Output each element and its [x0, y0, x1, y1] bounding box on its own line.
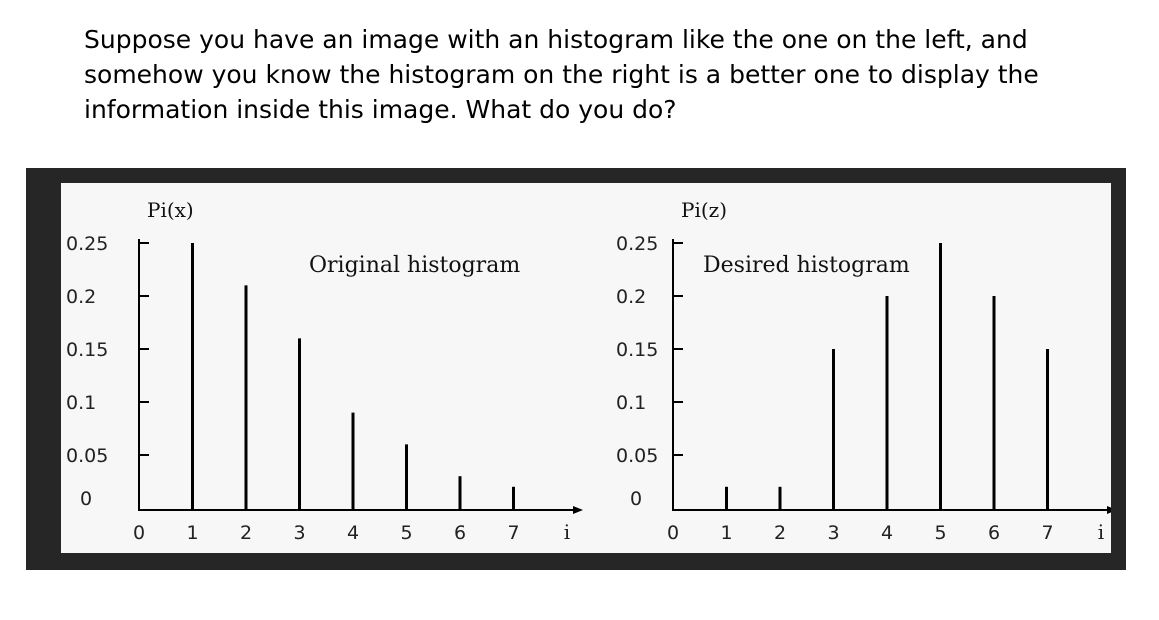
x-axis-label: i — [1098, 520, 1104, 544]
x-tick-label: 0 — [133, 522, 145, 544]
y-tick-label: 0.25 — [66, 233, 108, 255]
question-line: Suppose you have an image with an histog… — [84, 25, 1028, 54]
y-tick-label: 0.15 — [616, 339, 658, 361]
y-tick-label: 0.2 — [616, 286, 646, 308]
x-tick-label: 6 — [988, 522, 1000, 544]
y-tick-label: 0.1 — [66, 392, 96, 414]
x-tick-label: 5 — [400, 522, 412, 544]
y-axis-label: Pi(x) — [147, 198, 194, 222]
question-text: Suppose you have an image with an histog… — [84, 22, 1084, 127]
x-axis-arrow — [1107, 506, 1117, 514]
x-axis-arrow — [573, 506, 583, 514]
y-tick-label: 0.05 — [616, 445, 658, 467]
y-tick-label: 0 — [630, 488, 642, 510]
y-tick-label: 0.2 — [66, 286, 96, 308]
y-tick-label: 0.1 — [616, 392, 646, 414]
y-tick-label: 0 — [80, 488, 92, 510]
x-tick-label: 7 — [1041, 522, 1053, 544]
x-tick-label: 1 — [186, 522, 198, 544]
y-tick-label: 0.25 — [616, 233, 658, 255]
question-line: information inside this image. What do y… — [84, 95, 677, 124]
x-tick-label: 5 — [934, 522, 946, 544]
x-tick-label: 3 — [293, 522, 305, 544]
x-tick-label: 4 — [881, 522, 893, 544]
x-tick-label: 2 — [774, 522, 786, 544]
figure-panel: 0 0.05 0.1 0.15 0.2 0.25 Pi(x) Original histogr… — [61, 183, 1117, 553]
y-tick-label: 0.05 — [66, 445, 108, 467]
y-tick-label: 0.15 — [66, 339, 108, 361]
x-tick-label: 2 — [240, 522, 252, 544]
x-tick-label: 1 — [720, 522, 732, 544]
x-tick-label: 0 — [667, 522, 679, 544]
chart-title: Original histogram — [309, 253, 520, 278]
question-line: somehow you know the histogram on the ri… — [84, 60, 1039, 89]
chart-title: Desired histogram — [703, 253, 910, 278]
y-axis-label: Pi(z) — [681, 198, 727, 222]
x-tick-label: 4 — [347, 522, 359, 544]
x-tick-label: 6 — [454, 522, 466, 544]
figure-frame: 0 0.05 0.1 0.15 0.2 0.25 Pi(x) Original histogr… — [26, 168, 1126, 570]
x-tick-label: 3 — [827, 522, 839, 544]
x-axis-label: i — [564, 520, 570, 544]
x-tick-label: 7 — [507, 522, 519, 544]
